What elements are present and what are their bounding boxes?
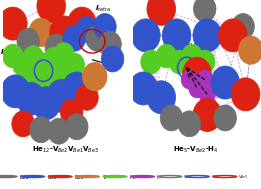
Circle shape: [54, 59, 74, 83]
Circle shape: [183, 57, 211, 90]
Circle shape: [16, 82, 45, 115]
Circle shape: [76, 84, 98, 110]
Circle shape: [193, 98, 222, 132]
Circle shape: [86, 25, 109, 51]
Circle shape: [194, 50, 215, 74]
Circle shape: [156, 44, 177, 68]
Circle shape: [33, 71, 54, 94]
Text: H: H: [157, 175, 161, 180]
Circle shape: [211, 66, 240, 99]
Circle shape: [82, 63, 107, 91]
Circle shape: [30, 117, 52, 143]
Circle shape: [68, 7, 96, 40]
Text: He$_{12}$-V$_{Be2}$V$_{Be1}$V$_{Be3}$: He$_{12}$-V$_{Be2}$V$_{Be1}$V$_{Be3}$: [32, 145, 99, 155]
Circle shape: [189, 79, 205, 98]
Text: Be1: Be1: [20, 175, 29, 180]
Text: Ti: Ti: [102, 175, 106, 180]
Circle shape: [17, 28, 39, 54]
Circle shape: [47, 79, 76, 112]
Text: He: He: [129, 175, 136, 180]
Circle shape: [0, 176, 17, 177]
Circle shape: [50, 16, 78, 49]
Text: He$_{5}$-V$_{Be2}$-H$_{4}$: He$_{5}$-V$_{Be2}$-H$_{4}$: [173, 145, 219, 155]
Circle shape: [64, 53, 85, 77]
Circle shape: [103, 176, 127, 177]
Circle shape: [141, 50, 161, 74]
Circle shape: [32, 87, 61, 120]
Circle shape: [193, 0, 216, 22]
Circle shape: [199, 85, 216, 104]
Circle shape: [99, 31, 121, 57]
Text: V$_{Be2}$: V$_{Be2}$: [211, 174, 221, 181]
Circle shape: [76, 176, 99, 177]
Circle shape: [12, 111, 34, 137]
Circle shape: [33, 53, 54, 77]
Circle shape: [231, 78, 260, 111]
Circle shape: [160, 105, 183, 131]
Text: I$_{tetra}$: I$_{tetra}$: [95, 4, 111, 14]
Circle shape: [48, 118, 70, 144]
Circle shape: [193, 19, 222, 52]
Circle shape: [169, 50, 189, 74]
Circle shape: [147, 81, 176, 114]
Circle shape: [13, 53, 33, 77]
Circle shape: [45, 34, 68, 60]
Circle shape: [23, 46, 44, 69]
Circle shape: [214, 105, 236, 131]
Circle shape: [0, 7, 27, 40]
Circle shape: [131, 176, 154, 177]
Circle shape: [21, 176, 44, 177]
Circle shape: [101, 46, 124, 72]
Text: Be2: Be2: [47, 175, 57, 180]
Circle shape: [132, 19, 160, 52]
Circle shape: [94, 14, 116, 40]
Circle shape: [29, 18, 53, 47]
Circle shape: [129, 72, 158, 105]
Circle shape: [178, 111, 201, 137]
Circle shape: [1, 75, 30, 108]
Circle shape: [66, 114, 88, 140]
Text: V$_{Be3}$: V$_{Be3}$: [238, 174, 248, 181]
Circle shape: [60, 99, 83, 125]
Text: V$_{Be1}$: V$_{Be1}$: [183, 174, 193, 181]
Circle shape: [147, 0, 176, 25]
Circle shape: [62, 72, 91, 105]
Circle shape: [63, 25, 86, 51]
Circle shape: [3, 44, 23, 68]
Circle shape: [44, 47, 64, 71]
Circle shape: [239, 36, 261, 64]
Circle shape: [49, 176, 72, 177]
Circle shape: [54, 43, 74, 66]
Circle shape: [76, 16, 98, 43]
Circle shape: [181, 70, 198, 89]
Circle shape: [232, 14, 254, 40]
Circle shape: [218, 19, 247, 52]
Circle shape: [23, 65, 44, 88]
Circle shape: [182, 44, 202, 68]
Text: Be3: Be3: [75, 175, 84, 180]
Text: I$_{oct}$: I$_{oct}$: [0, 48, 13, 58]
Circle shape: [197, 70, 213, 89]
Circle shape: [44, 65, 64, 88]
Circle shape: [37, 0, 66, 22]
Circle shape: [162, 19, 191, 52]
